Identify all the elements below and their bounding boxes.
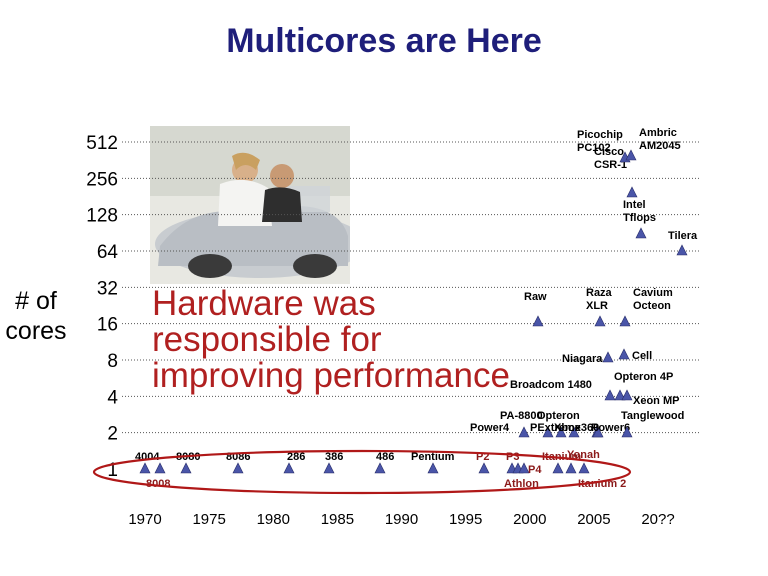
data-point-label: Raw (524, 291, 547, 303)
single-core-highlight-oval (92, 449, 632, 495)
data-point-label: CSR-1 (594, 159, 627, 171)
data-point-label: Broadcom 1480 (510, 379, 592, 391)
data-point-label: Tilera (668, 230, 698, 242)
data-point-label: P4 (528, 464, 542, 476)
callout-line-2: responsible for (152, 320, 382, 359)
data-point-label: Cisco (594, 146, 624, 158)
data-point-marker (604, 389, 616, 401)
data-point-marker (323, 462, 335, 474)
y-tick-label: 16 (97, 315, 118, 336)
data-point-marker (374, 462, 386, 474)
data-point-marker (532, 315, 544, 327)
data-point-label: Power4 (470, 422, 510, 434)
data-point-marker (139, 462, 151, 474)
x-tick-label: 1985 (321, 511, 354, 528)
y-tick-label: 64 (97, 242, 119, 263)
data-point-label: Intel (623, 199, 646, 211)
data-point-label: Octeon (633, 300, 671, 312)
data-point-marker (555, 426, 567, 438)
data-point-marker (565, 462, 577, 474)
data-point-label: Opteron (537, 410, 580, 422)
y-tick-label: 2 (107, 424, 118, 445)
x-tick-label: 1970 (128, 511, 161, 528)
data-point-label: Itanium 2 (578, 478, 626, 490)
data-point-label: Ambric (639, 127, 677, 139)
y-tick-label: 1 (107, 460, 118, 481)
callout-text: Hardware was responsible for improving p… (152, 286, 552, 394)
callout-line-1: Hardware was (152, 284, 376, 323)
data-point-label: PA-8800 (500, 410, 543, 422)
data-point-label: 386 (325, 451, 343, 463)
data-point-marker (635, 227, 647, 239)
data-point-label: Xeon MP (633, 395, 679, 407)
x-tick-label: 2000 (513, 511, 546, 528)
data-point-marker (518, 426, 530, 438)
data-point-label: Picochip (577, 129, 623, 141)
data-point-label: Athlon (504, 478, 539, 490)
data-point-marker (154, 462, 166, 474)
data-point-marker (618, 348, 630, 360)
y-tick-label: 128 (86, 206, 118, 227)
data-point-marker (427, 462, 439, 474)
data-point-marker (676, 244, 688, 256)
data-point-label: XLR (586, 300, 608, 312)
x-tick-label: 20?? (641, 511, 674, 528)
y-axis-label: # of cores (0, 286, 72, 346)
data-point-label: Pentium (411, 451, 455, 463)
data-point-label: 486 (376, 451, 394, 463)
data-point-marker (619, 315, 631, 327)
data-point-marker (578, 462, 590, 474)
x-tick-label: 1995 (449, 511, 482, 528)
data-point-label: Cavium (633, 287, 673, 299)
y-axis-label-line1: # of (15, 287, 57, 315)
data-point-marker (602, 351, 614, 363)
slide-title: Multicores are Here (226, 22, 542, 60)
data-point-marker (592, 426, 604, 438)
data-point-label: Xbox360 (554, 422, 599, 434)
data-point-marker (283, 462, 295, 474)
data-point-label: Opteron 4P (614, 371, 673, 383)
x-tick-label: 1980 (257, 511, 290, 528)
data-point-marker (621, 389, 633, 401)
data-point-label: P3 (506, 451, 519, 463)
data-point-marker (625, 149, 637, 161)
y-tick-label: 32 (97, 278, 118, 299)
data-point-label: Niagara (562, 353, 603, 365)
data-point-label: PExtreme (530, 422, 581, 434)
x-tick-label: 1975 (192, 511, 225, 528)
data-point-label: Cell (632, 350, 652, 362)
y-tick-label: 256 (86, 169, 118, 190)
data-point-marker (180, 462, 192, 474)
car-photo (150, 126, 350, 284)
callout-line-3: improving performance (152, 356, 510, 395)
data-point-label: Yonah (567, 449, 600, 461)
x-tick-label: 1990 (385, 511, 418, 528)
data-point-label: Power6 (591, 422, 630, 434)
y-tick-label: 512 (86, 133, 118, 154)
data-point-marker (518, 462, 530, 474)
data-point-marker (621, 426, 633, 438)
y-tick-label: 8 (107, 351, 118, 372)
x-tick-label: 2005 (577, 511, 610, 528)
data-point-label: Raza (586, 287, 613, 299)
data-point-marker (232, 462, 244, 474)
data-point-marker (568, 426, 580, 438)
data-point-marker (542, 426, 554, 438)
data-point-marker (594, 315, 606, 327)
data-point-label: AM2045 (639, 140, 681, 152)
y-axis-label-line2: cores (5, 317, 67, 345)
y-tick-label: 4 (107, 387, 118, 408)
data-point-label: 286 (287, 451, 305, 463)
data-point-label: PC102 (577, 142, 611, 154)
data-point-marker (478, 462, 490, 474)
data-point-label: Tflops (623, 212, 656, 224)
data-point-marker (626, 186, 638, 198)
data-point-marker (552, 462, 564, 474)
data-point-marker (614, 389, 626, 401)
data-point-label: Tanglewood (621, 410, 684, 422)
